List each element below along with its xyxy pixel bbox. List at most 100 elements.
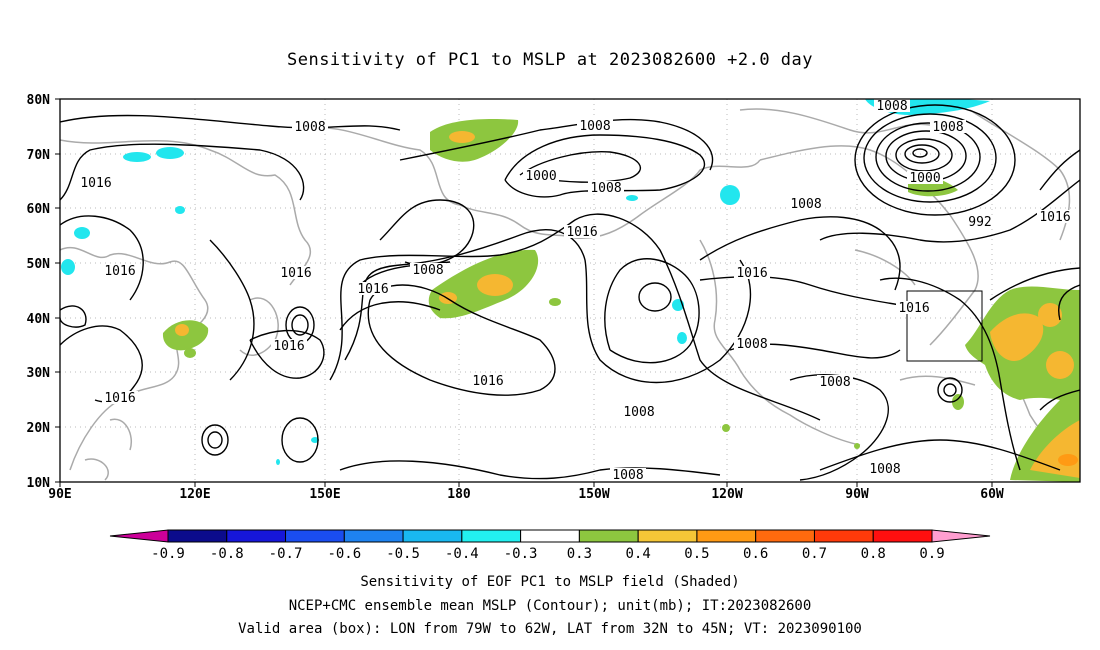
contour-label-bg — [292, 120, 328, 133]
contour-label: 992 — [968, 215, 991, 230]
lon-label: 60W — [980, 487, 1004, 502]
contour-label: 1008 — [876, 99, 907, 114]
colorbar-tick-label: -0.9 — [151, 546, 185, 562]
lon-axis-labels: 90E 120E 150E 180 150W 120W 90W 60W — [48, 487, 1004, 502]
colorbar-cell — [578, 529, 639, 543]
colorbar-tick-label: -0.4 — [445, 546, 479, 562]
contour-label: 1000 — [909, 171, 940, 186]
contour-label: 1016 — [357, 282, 388, 297]
contour-label: 1016 — [104, 391, 135, 406]
colorbar-cell — [285, 529, 345, 543]
contour-label-bg — [610, 468, 646, 481]
contour-label: 1008 — [819, 375, 850, 390]
contour-label: 1016 — [104, 264, 135, 279]
contour-label-bg — [355, 282, 391, 295]
colorbar-cell — [520, 529, 580, 543]
contour-label: 1008 — [623, 405, 654, 420]
lon-label: 90E — [48, 487, 71, 502]
colorbar-cell — [931, 529, 991, 543]
lat-label: 50N — [27, 257, 51, 272]
colorbar-tick-label: -0.7 — [269, 546, 303, 562]
colorbar-tick-label: -0.8 — [210, 546, 244, 562]
colorbar — [109, 529, 991, 543]
lon-label: 180 — [447, 487, 471, 502]
contour-label-bg — [930, 120, 966, 133]
contour-label-bg — [1037, 210, 1073, 223]
colorbar-cell — [402, 529, 463, 543]
contour-label-bg — [867, 462, 903, 475]
colorbar-tick-label: 0.9 — [919, 546, 944, 562]
contour-label-bg — [410, 263, 446, 276]
contour-label: 1008 — [294, 120, 325, 135]
lat-label: 60N — [27, 202, 51, 217]
colorbar-cell — [461, 529, 522, 543]
contour-label-bg — [577, 119, 613, 132]
contour-label-bg — [470, 374, 506, 387]
colorbar-tick-label: 0.7 — [802, 546, 827, 562]
contour-label-bg — [734, 337, 770, 350]
contour-label: 1016 — [1039, 210, 1070, 225]
graticule — [60, 99, 1080, 482]
lat-label: 80N — [27, 93, 51, 108]
contour-label-bg — [278, 266, 314, 279]
colorbar-tick-label: -0.3 — [504, 546, 538, 562]
footer-line-3: Valid area (box): LON from 79W to 62W, L… — [238, 621, 862, 637]
contour-label: 1008 — [412, 263, 443, 278]
contour-label: 1008 — [612, 468, 643, 483]
colorbar-cell — [226, 529, 287, 543]
contour-label: 1016 — [898, 301, 929, 316]
contour-label: 1016 — [472, 374, 503, 389]
contour-label-bg — [874, 99, 910, 112]
contour-label: 1008 — [590, 181, 621, 196]
colorbar-cell — [637, 529, 698, 543]
colorbar-tick-label: 0.5 — [684, 546, 709, 562]
contour-label: 1008 — [790, 197, 821, 212]
colorbar-cell — [755, 529, 815, 543]
lat-label: 30N — [27, 366, 51, 381]
lon-label: 120W — [711, 487, 742, 502]
axis-ticks — [55, 98, 993, 487]
colorbar-cell — [343, 529, 404, 543]
contour-label: 1016 — [280, 266, 311, 281]
colorbar-tick-label: 0.6 — [743, 546, 768, 562]
lat-label: 10N — [27, 476, 51, 491]
contour-label: 1008 — [869, 462, 900, 477]
colorbar-cell — [696, 529, 757, 543]
colorbar-tick-label: 0.4 — [626, 546, 651, 562]
contour-label-bg — [734, 266, 770, 279]
colorbar-labels: -0.9 -0.8 -0.7 -0.6 -0.5 -0.4 -0.3 0.3 0.4 0.5 0.6… — [151, 546, 945, 562]
map-title: Sensitivity of PC1 to MSLP at 2023082600… — [286, 50, 813, 70]
contour-label-bg — [564, 225, 600, 238]
colorbar-tick-label: 0.3 — [567, 546, 592, 562]
contour-label: 1008 — [736, 337, 767, 352]
colorbar-tick-label: -0.5 — [386, 546, 420, 562]
valid-area-box — [906, 290, 983, 362]
contour-label-bg — [271, 339, 307, 352]
contour-label: 1016 — [80, 176, 111, 191]
lat-axis-labels: 80N 70N 60N 50N 40N 30N 20N 10N — [27, 93, 51, 491]
contour-label-bg — [102, 391, 138, 404]
map-frame — [59, 98, 1081, 483]
contour-label: 1008 — [932, 120, 963, 135]
contour-label-bg — [621, 405, 657, 418]
lon-label: 90W — [845, 487, 869, 502]
lon-label: 150W — [578, 487, 609, 502]
lon-label: 120E — [179, 487, 210, 502]
footer-line-2: NCEP+CMC ensemble mean MSLP (Contour); u… — [288, 598, 812, 614]
contour-label-bg — [896, 301, 932, 314]
lat-label: 40N — [27, 312, 51, 327]
sensitivity-shading — [61, 99, 1080, 482]
contour-label: 1016 — [566, 225, 597, 240]
contour-label: 1000 — [525, 169, 556, 184]
footer-line-1: Sensitivity of EOF PC1 to MSLP field (Sh… — [360, 574, 740, 590]
contour-label: 1016 — [736, 266, 767, 281]
contour-label: 1008 — [579, 119, 610, 134]
contour-label: 1016 — [273, 339, 304, 354]
contour-label-bg — [907, 171, 943, 184]
colorbar-tick-label: -0.6 — [327, 546, 361, 562]
colorbar-cell — [109, 529, 169, 543]
mslp-contours — [60, 104, 1080, 481]
lon-label: 150E — [309, 487, 340, 502]
contour-label-bg — [588, 181, 624, 194]
